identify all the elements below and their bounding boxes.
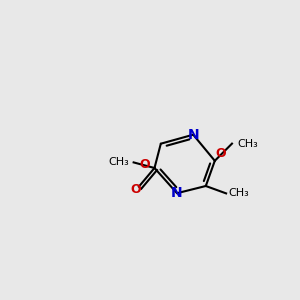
Text: O: O (216, 147, 226, 160)
Text: O: O (140, 158, 150, 171)
Text: N: N (171, 186, 183, 200)
Text: N: N (188, 128, 199, 142)
Text: CH₃: CH₃ (229, 188, 250, 198)
Text: CH₃: CH₃ (237, 139, 258, 148)
Text: O: O (131, 183, 142, 196)
Text: CH₃: CH₃ (109, 158, 130, 167)
